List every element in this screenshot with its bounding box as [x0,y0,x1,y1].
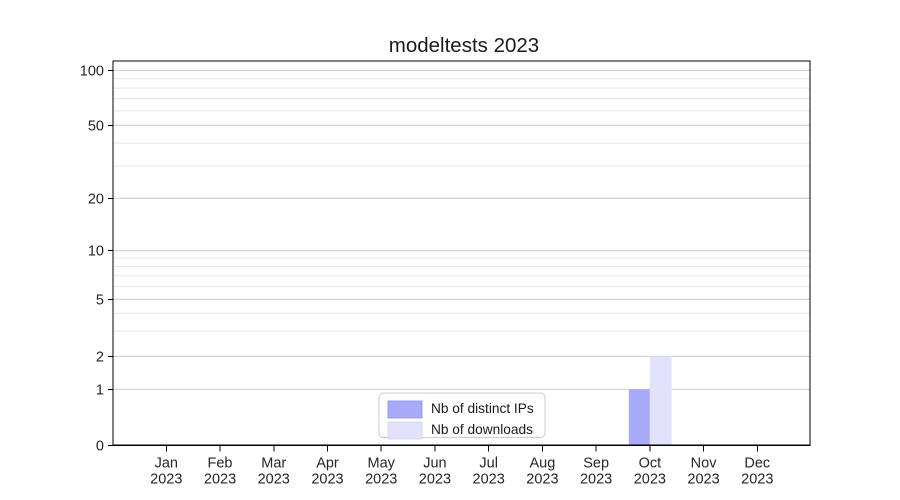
svg-text:20: 20 [88,191,104,207]
svg-text:Aug: Aug [529,455,555,471]
svg-text:Jun: Jun [423,455,446,471]
svg-text:2023: 2023 [580,471,612,487]
svg-text:2023: 2023 [150,471,182,487]
svg-text:Feb: Feb [208,455,233,471]
svg-text:May: May [368,455,396,471]
svg-text:2023: 2023 [204,471,236,487]
svg-text:2023: 2023 [258,471,290,487]
svg-text:Nb of distinct IPs: Nb of distinct IPs [431,401,534,416]
svg-text:2023: 2023 [473,471,505,487]
svg-text:Nb of downloads: Nb of downloads [431,422,533,437]
svg-text:Nov: Nov [691,455,718,471]
svg-text:Apr: Apr [316,455,339,471]
svg-text:2023: 2023 [687,471,719,487]
svg-text:Jul: Jul [479,455,498,471]
svg-text:50: 50 [88,118,104,134]
svg-text:2023: 2023 [634,471,666,487]
svg-text:1: 1 [96,382,104,398]
svg-text:2023: 2023 [311,471,343,487]
svg-text:Jan: Jan [155,455,178,471]
svg-text:Dec: Dec [744,455,770,471]
svg-text:0: 0 [96,438,104,454]
svg-text:2: 2 [96,349,104,365]
svg-text:2023: 2023 [365,471,397,487]
svg-text:2023: 2023 [526,471,558,487]
svg-text:modeltests 2023: modeltests 2023 [389,34,539,57]
svg-text:5: 5 [96,292,104,308]
svg-text:100: 100 [80,63,104,79]
svg-text:Sep: Sep [583,455,609,471]
svg-text:Mar: Mar [261,455,286,471]
svg-text:2023: 2023 [419,471,451,487]
svg-text:Oct: Oct [639,455,662,471]
svg-text:10: 10 [88,244,104,260]
svg-text:2023: 2023 [741,471,773,487]
